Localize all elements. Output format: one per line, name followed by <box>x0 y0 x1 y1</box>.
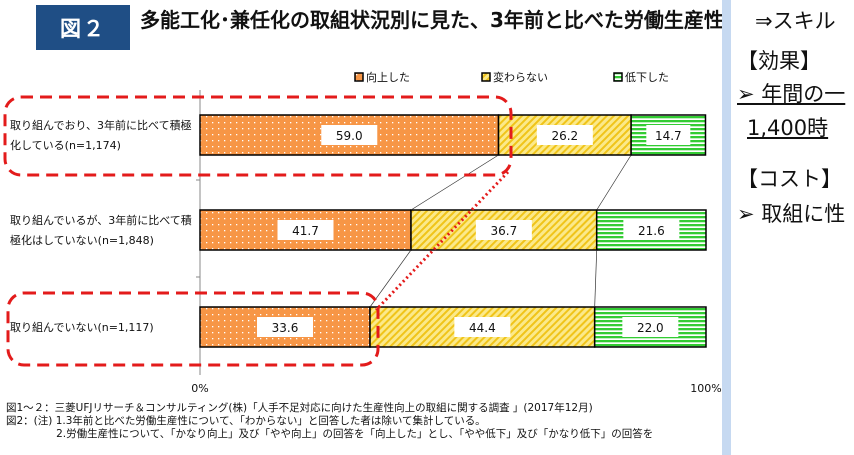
data-label-bg <box>321 125 378 145</box>
x-tick-100: 100% <box>690 382 721 395</box>
data-label-bg <box>623 220 680 240</box>
legend-swatch <box>613 72 623 82</box>
x-tick-0: 0% <box>191 382 208 395</box>
panel-text: 1,400時 <box>747 116 829 140</box>
data-label-bg <box>536 125 593 145</box>
data-label: 41.7 <box>292 224 319 238</box>
panel-heading-effect: 【効果】 <box>737 49 821 73</box>
connector-line <box>410 154 499 211</box>
data-label-bg <box>454 317 511 337</box>
figure-badge: 図２ <box>36 5 130 50</box>
highlight-arrow-line <box>374 170 510 312</box>
stacked-bar-chart: 向上した 変わらない 低下した 59.0 26.2 14.7 取り組んでおり、3年前に比べ… <box>3 70 722 395</box>
legend-label: 低下した <box>625 71 669 84</box>
data-label: 21.6 <box>638 224 665 238</box>
legend-label: 変わらない <box>493 70 548 84</box>
highlight-box-bottom <box>6 291 380 367</box>
data-label: 22.0 <box>637 321 664 335</box>
data-label: 33.6 <box>272 321 299 335</box>
panel-text: ➢ 取組に性 <box>737 202 846 226</box>
connector-line <box>596 154 632 211</box>
data-label-bg <box>475 220 532 240</box>
data-label-bg <box>257 317 314 337</box>
panel-heading-cost: 【コスト】 <box>737 167 842 191</box>
source-notes: 図1～２：三菱UFJリサーチ＆コンサルティング(株)「人手不足対応に向けた生産性… <box>6 402 653 441</box>
connector-line <box>594 249 598 308</box>
legend-swatch <box>354 72 364 82</box>
category-label: 取り組んでいない(n=1,117) <box>10 321 154 334</box>
data-label: 26.2 <box>551 129 578 143</box>
legend-swatch <box>481 72 491 82</box>
chart-title: 多能工化･兼任化の取組状況別に見た、3年前と比べた労働生産性 <box>140 8 724 32</box>
side-panel: ⇒スキル 【効果】 ➢ 年間の一 1,400時 【コスト】 ➢ 取組に性 <box>722 0 854 455</box>
note-2: 2.労働生産性について、「かなり向上」及び「やや向上」の回答を「向上した」とし、… <box>6 428 654 440</box>
panel-text: ➢ 年間の一 <box>737 82 846 106</box>
note-1: 図2：(注) 1.3年前と比べた労働生産性について、「わからない」と回答した者は… <box>6 415 486 427</box>
legend-label: 向上した <box>366 70 410 84</box>
data-label-bg <box>277 220 334 240</box>
data-label: 36.7 <box>490 224 517 238</box>
note-source: 図1～２：三菱UFJリサーチ＆コンサルティング(株)「人手不足対応に向けた生産性… <box>6 402 593 414</box>
data-label-bg <box>646 125 691 145</box>
category-label: 取り組んでいるが、3年前に比べて積 <box>10 213 192 227</box>
connector-line <box>369 249 412 308</box>
highlight-box-top <box>3 95 513 177</box>
data-label: 59.0 <box>336 129 363 143</box>
panel-text: ⇒スキル <box>755 9 836 33</box>
category-label: 化している(n=1,174) <box>10 138 121 152</box>
data-label: 44.4 <box>469 321 496 335</box>
category-label: 取り組んでおり、3年前に比べて積極 <box>10 118 192 132</box>
category-label: 極化はしていない(n=1,848) <box>10 233 154 247</box>
data-label-bg <box>622 317 679 337</box>
data-label: 14.7 <box>655 129 682 143</box>
